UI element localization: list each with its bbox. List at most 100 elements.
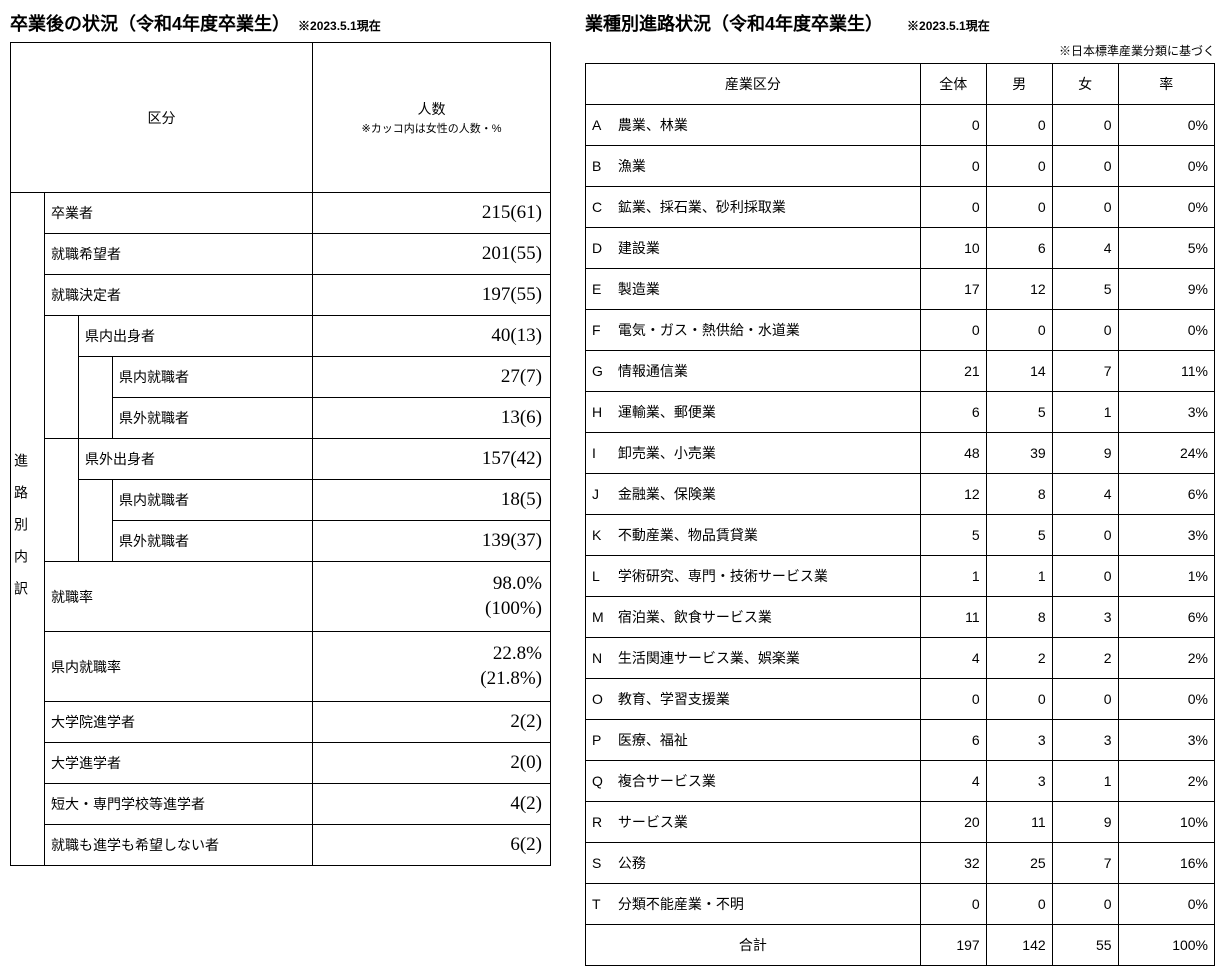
table-row-value: 22.8%(21.8%) [313,632,551,702]
table-row-value: 197(55) [313,275,551,316]
table-row-label: 卒業者 [45,193,313,234]
indent-cell [45,316,79,439]
table-cell: 0 [1052,884,1118,925]
table-row-value: 13(6) [313,398,551,439]
industry-category: H 運輸業、郵便業 [586,392,921,433]
table-cell: 5 [1052,269,1118,310]
table-cell: 5% [1118,228,1214,269]
table-cell: 0 [1052,105,1118,146]
left-title: 卒業後の状況（令和4年度卒業生） [10,10,290,36]
table-cell: 3 [1052,597,1118,638]
left-panel: 卒業後の状況（令和4年度卒業生） ※2023.5.1現在 区分人数※カッコ内は女… [10,10,550,866]
table-cell: 6 [920,392,986,433]
right-note: ※2023.5.1現在 [907,17,990,34]
table-row-value: 2(0) [313,743,551,784]
right-header: 全体 [920,64,986,105]
table-cell: 5 [986,515,1052,556]
table-cell: 0% [1118,105,1214,146]
left-table: 区分人数※カッコ内は女性の人数・%進路別内訳卒業者215(61)就職希望者201… [10,42,551,866]
table-row-label: 県内就職者 [113,357,313,398]
table-cell: 1 [1052,761,1118,802]
right-header: 産業区分 [586,64,921,105]
table-cell: 9 [1052,802,1118,843]
table-cell: 3% [1118,720,1214,761]
industry-category: S 公務 [586,843,921,884]
table-row-value: 98.0%(100%) [313,562,551,632]
table-cell: 16% [1118,843,1214,884]
table-row-value: 201(55) [313,234,551,275]
left-side-label: 進路別内訳 [11,193,45,866]
table-cell: 3% [1118,392,1214,433]
table-cell: 0 [920,105,986,146]
table-cell: 3 [1052,720,1118,761]
table-cell: 0 [1052,515,1118,556]
table-cell: 1 [1052,392,1118,433]
table-cell: 25 [986,843,1052,884]
industry-category: T 分類不能産業・不明 [586,884,921,925]
table-row-label: 大学院進学者 [45,702,313,743]
total-label: 合計 [586,925,921,966]
table-row-label: 就職希望者 [45,234,313,275]
table-row-value: 40(13) [313,316,551,357]
table-row-value: 18(5) [313,480,551,521]
right-title: 業種別進路状況（令和4年度卒業生） [585,10,883,36]
industry-category: M 宿泊業、飲食サービス業 [586,597,921,638]
table-cell: 8 [986,474,1052,515]
table-row-label: 短大・専門学校等進学者 [45,784,313,825]
table-cell: 9% [1118,269,1214,310]
table-row-value: 4(2) [313,784,551,825]
industry-category: J 金融業、保険業 [586,474,921,515]
table-cell: 0 [1052,146,1118,187]
table-cell: 0 [1052,310,1118,351]
table-cell: 6 [986,228,1052,269]
indent-cell [45,439,79,562]
industry-category: I 卸売業、小売業 [586,433,921,474]
table-cell: 21 [920,351,986,392]
table-cell: 6% [1118,474,1214,515]
table-cell: 0 [920,679,986,720]
table-row-label: 県外出身者 [79,439,313,480]
industry-category: A 農業、林業 [586,105,921,146]
table-cell: 0 [986,146,1052,187]
table-cell: 0 [920,187,986,228]
table-cell: 0 [920,146,986,187]
table-cell: 1 [986,556,1052,597]
industry-category: K 不動産業、物品賃貸業 [586,515,921,556]
table-cell: 14 [986,351,1052,392]
table-row-label: 県内出身者 [79,316,313,357]
table-cell: 4 [920,638,986,679]
table-cell: 0 [1052,679,1118,720]
industry-category: G 情報通信業 [586,351,921,392]
table-cell: 17 [920,269,986,310]
table-cell: 12 [920,474,986,515]
total-cell: 55 [1052,925,1118,966]
table-cell: 0 [986,187,1052,228]
right-header: 男 [986,64,1052,105]
table-cell: 6% [1118,597,1214,638]
table-cell: 3 [986,720,1052,761]
table-cell: 24% [1118,433,1214,474]
table-cell: 0% [1118,679,1214,720]
table-row-value: 6(2) [313,825,551,866]
table-row-label: 県内就職率 [45,632,313,702]
table-cell: 2% [1118,638,1214,679]
table-cell: 7 [1052,843,1118,884]
right-header: 率 [1118,64,1214,105]
table-row-label: 県外就職者 [113,398,313,439]
industry-category: E 製造業 [586,269,921,310]
table-cell: 0 [920,884,986,925]
table-cell: 11 [986,802,1052,843]
table-cell: 6 [920,720,986,761]
total-cell: 100% [1118,925,1214,966]
total-cell: 142 [986,925,1052,966]
table-row-value: 27(7) [313,357,551,398]
industry-category: F 電気・ガス・熱供給・水道業 [586,310,921,351]
table-cell: 9 [1052,433,1118,474]
table-row-label: 大学進学者 [45,743,313,784]
table-cell: 0 [1052,556,1118,597]
table-cell: 11 [920,597,986,638]
table-cell: 2% [1118,761,1214,802]
industry-category: Q 複合サービス業 [586,761,921,802]
table-cell: 5 [986,392,1052,433]
industry-category: L 学術研究、専門・技術サービス業 [586,556,921,597]
